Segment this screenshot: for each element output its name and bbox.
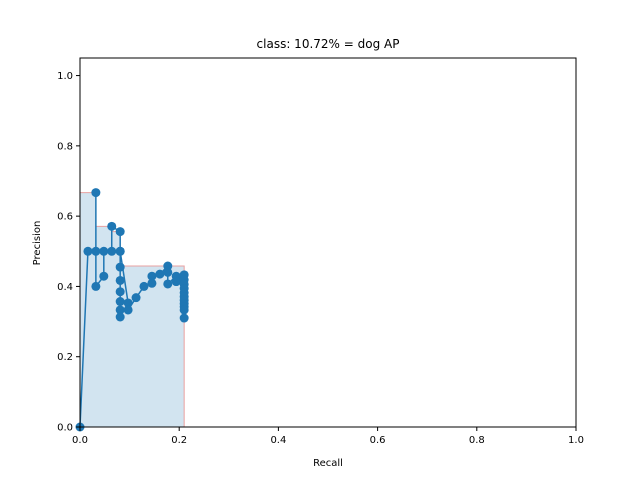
data-point [131,293,141,303]
data-point [99,271,109,281]
x-tick-label: 0.4 [270,435,286,446]
data-point [115,312,125,322]
data-point [115,227,125,237]
y-tick-label: 0.2 [57,352,73,363]
data-point [91,281,101,291]
data-point [171,277,181,287]
data-point [163,279,173,289]
data-point [163,267,173,277]
data-point [123,305,133,315]
y-axis-ticks: 0.0 0.2 0.4 0.6 0.8 1.0 [57,71,80,434]
data-point [179,305,189,315]
data-point [163,261,173,271]
y-tick-label: 1.0 [57,71,73,82]
data-point [123,298,133,308]
x-axis-ticks: 0.0 0.2 0.4 0.6 0.8 1.0 [72,427,584,446]
data-point [147,271,157,281]
y-tick-label: 0.6 [57,212,73,223]
data-point [115,305,125,315]
y-axis-label: Precision [32,221,43,266]
data-point [115,275,125,285]
data-point [147,278,157,288]
data-point [115,287,125,297]
data-point [91,188,101,198]
series-layer [75,188,189,432]
data-point [155,269,165,279]
x-tick-label: 0.0 [72,435,88,446]
data-point [83,246,93,256]
plot-frame [79,57,577,428]
x-tick-label: 0.2 [171,435,187,446]
chart-title: class: 10.72% = dog AP [257,37,400,51]
data-point [179,313,189,323]
data-point [115,297,125,307]
y-tick-label: 0.8 [57,141,73,152]
data-point [115,246,125,256]
data-point [99,246,109,256]
x-tick-label: 1.0 [568,435,584,446]
x-tick-label: 0.6 [370,435,386,446]
data-point [107,221,117,231]
data-point [139,281,149,291]
x-axis-label: Recall [313,458,343,469]
data-point [91,246,101,256]
data-point [115,262,125,272]
data-point [107,246,117,256]
y-tick-label: 0.4 [57,282,73,293]
y-tick-label: 0.0 [57,423,73,434]
x-tick-label: 0.8 [469,435,485,446]
